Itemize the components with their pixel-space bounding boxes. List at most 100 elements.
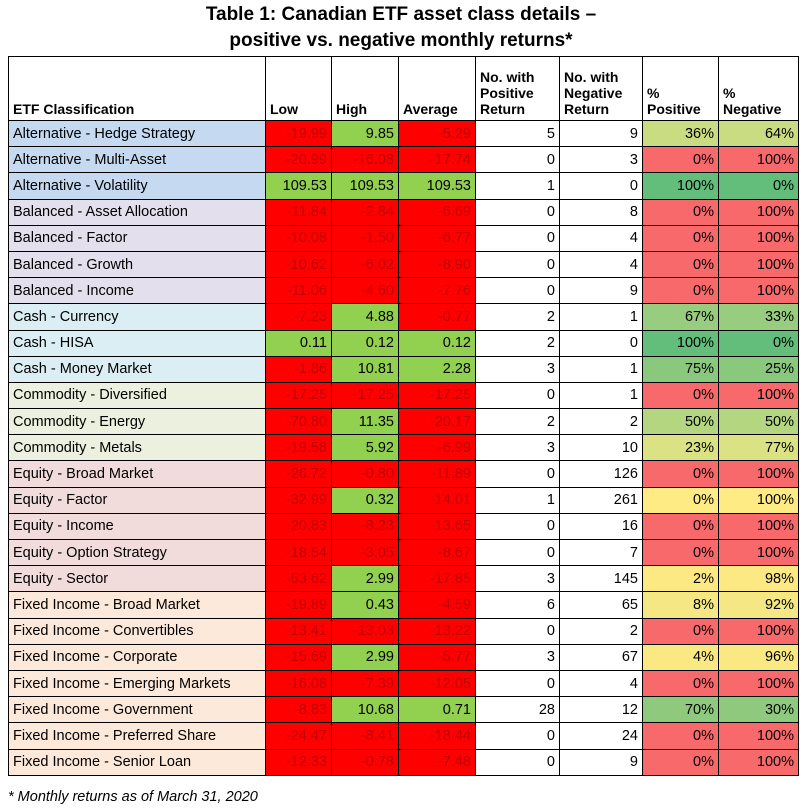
header-num-negative: No. with Negative Return <box>559 56 643 121</box>
cell-low: -19.99 <box>265 119 332 148</box>
cell-high: -16.08 <box>331 146 399 174</box>
cell-pct-positive: 0% <box>642 146 719 174</box>
cell-average: -11.89 <box>398 460 476 488</box>
cell-classification: Fixed Income - Senior Loan <box>8 748 266 776</box>
cell-pct-positive: 50% <box>642 408 719 436</box>
cell-pct-positive: 2% <box>642 565 719 593</box>
cell-pct-positive: 8% <box>642 591 719 619</box>
cell-pct-positive: 23% <box>642 434 719 462</box>
cell-high: 4.88 <box>331 303 399 331</box>
table-row: Commodity - Diversified -17.25 -17.25 -17.2… <box>8 381 799 410</box>
cell-high: 10.81 <box>331 355 399 383</box>
cell-num-positive: 3 <box>475 355 560 383</box>
cell-classification: Commodity - Energy <box>8 408 266 436</box>
footnote: * Monthly returns as of March 31, 2020 <box>8 789 258 805</box>
cell-classification: Cash - Money Market <box>8 355 266 383</box>
cell-pct-positive: 0% <box>642 669 719 698</box>
cell-num-negative: 12 <box>559 696 643 724</box>
cell-high: 2.99 <box>331 643 399 671</box>
table-row: Fixed Income - Corporate -15.69 2.99 -5.77 3… <box>8 643 799 671</box>
cell-high: 0.32 <box>331 486 399 514</box>
cell-pct-negative: 100% <box>718 486 799 514</box>
header-average: Average <box>398 56 476 121</box>
cell-average: -5.29 <box>398 119 476 148</box>
cell-pct-positive: 0% <box>642 722 719 750</box>
cell-num-positive: 0 <box>475 460 560 488</box>
table-row: Balanced - Asset Allocation -11.84 -2.84 -6… <box>8 198 799 226</box>
cell-num-positive: 2 <box>475 329 560 357</box>
cell-average: -18.44 <box>398 722 476 750</box>
cell-num-positive: 5 <box>475 119 560 148</box>
cell-pct-negative: 100% <box>718 722 799 750</box>
table-row: Fixed Income - Convertibles -13.41 -13.03-… <box>8 617 799 645</box>
cell-num-negative: 126 <box>559 460 643 488</box>
cell-pct-negative: 100% <box>718 224 799 252</box>
cell-pct-negative: 100% <box>718 669 799 698</box>
cell-num-negative: 145 <box>559 565 643 593</box>
table-row: Fixed Income - Broad Market -19.89 0.43 -4.… <box>8 591 799 619</box>
cell-low: -8.83 <box>265 696 332 724</box>
cell-num-negative: 4 <box>559 669 643 698</box>
cell-classification: Fixed Income - Preferred Share <box>8 722 266 750</box>
cell-num-negative: 2 <box>559 408 643 436</box>
cell-pct-negative: 98% <box>718 565 799 593</box>
cell-classification: Balanced - Asset Allocation <box>8 198 266 226</box>
cell-average: -17.85 <box>398 565 476 593</box>
table-row: Cash - Money Market -1.86 10.81 2.28 3 1 75% 25… <box>8 355 799 383</box>
table-row: Equity - Sector -53.62 2.99 -17.85 3 145 2% 98% <box>8 565 799 593</box>
cell-pct-negative: 100% <box>718 748 799 776</box>
cell-average: -13.22 <box>398 617 476 645</box>
cell-num-positive: 0 <box>475 146 560 174</box>
cell-low: -24.47 <box>265 722 332 750</box>
cell-num-negative: 3 <box>559 146 643 174</box>
cell-num-positive: 0 <box>475 722 560 750</box>
cell-pct-negative: 100% <box>718 381 799 410</box>
cell-high: -13.03 <box>331 617 399 645</box>
cell-pct-negative: 92% <box>718 591 799 619</box>
cell-high: -2.84 <box>331 198 399 226</box>
cell-high: -0.78 <box>331 748 399 776</box>
cell-pct-negative: 100% <box>718 538 799 567</box>
cell-pct-positive: 0% <box>642 381 719 410</box>
cell-low: -19.89 <box>265 591 332 619</box>
table-row: Fixed Income - Senior Loan -12.33 -0.78 -7.… <box>8 748 799 776</box>
table-row: Fixed Income - Preferred Share -24.47 -8.4… <box>8 722 799 750</box>
cell-average: -6.69 <box>398 198 476 226</box>
table-row: Equity - Income -20.83 -8.23 -13.65 0 16 0% 100… <box>8 512 799 541</box>
cell-high: -6.02 <box>331 250 399 279</box>
cell-high: -17.25 <box>331 381 399 410</box>
cell-classification: Alternative - Hedge Strategy <box>8 119 266 148</box>
cell-classification: Cash - Currency <box>8 303 266 331</box>
table-row: Balanced - Factor -10.08 -1.50 -6.77 0 4 0% 100… <box>8 224 799 252</box>
cell-num-positive: 0 <box>475 224 560 252</box>
cell-num-positive: 6 <box>475 591 560 619</box>
title-line-1: Table 1: Canadian ETF asset class detail… <box>205 4 597 25</box>
table-row: Alternative - Volatility 109.53 109.53 109.… <box>8 172 799 200</box>
cell-high: -1.50 <box>331 224 399 252</box>
cell-average: -8.90 <box>398 250 476 279</box>
cell-num-positive: 3 <box>475 434 560 462</box>
cell-pct-positive: 36% <box>642 119 719 148</box>
cell-pct-negative: 100% <box>718 250 799 279</box>
cell-pct-positive: 100% <box>642 172 719 200</box>
cell-pct-negative: 30% <box>718 696 799 724</box>
cell-low: -70.80 <box>265 408 332 436</box>
cell-pct-negative: 64% <box>718 119 799 148</box>
cell-average: 109.53 <box>398 172 476 200</box>
cell-high: -8.23 <box>331 512 399 541</box>
cell-classification: Fixed Income - Corporate <box>8 643 266 671</box>
table-row: Fixed Income - Emerging Markets -16.08 -7.… <box>8 669 799 698</box>
cell-average: -5.77 <box>398 643 476 671</box>
cell-num-positive: 2 <box>475 303 560 331</box>
cell-num-negative: 16 <box>559 512 643 541</box>
cell-pct-positive: 0% <box>642 224 719 252</box>
cell-classification: Balanced - Income <box>8 277 266 305</box>
table-row: Alternative - Multi-Asset -20.99 -16.08 -17… <box>8 146 799 174</box>
cell-average: 0.71 <box>398 696 476 724</box>
cell-low: -1.86 <box>265 355 332 383</box>
cell-num-positive: 0 <box>475 617 560 645</box>
cell-num-positive: 0 <box>475 277 560 305</box>
cell-low: -15.69 <box>265 643 332 671</box>
cell-num-negative: 7 <box>559 538 643 567</box>
cell-num-negative: 8 <box>559 198 643 226</box>
